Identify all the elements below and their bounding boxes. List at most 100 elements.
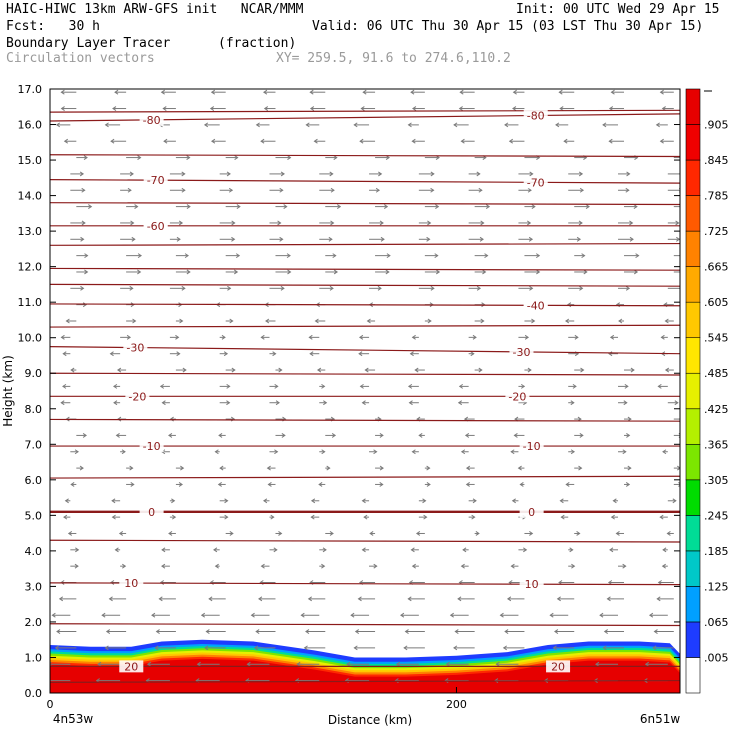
contour-label: 20 [551, 660, 565, 673]
vector-head [536, 269, 541, 275]
vector-head [82, 432, 87, 438]
y-tick-label: 8.0 [25, 403, 43, 416]
contour-line [50, 154, 680, 158]
vector-head [412, 106, 417, 111]
contour-line [50, 539, 680, 543]
vector-head [576, 531, 581, 536]
contour-label: -30 [512, 346, 530, 359]
contour-label-bg [505, 390, 530, 403]
vector-head [60, 400, 65, 406]
vector-head [309, 89, 314, 95]
contour-label-bg [519, 440, 544, 453]
colorbar-label: .305 [704, 474, 729, 487]
vector-head [63, 138, 69, 144]
vector-head [411, 138, 416, 144]
vector-head [109, 351, 114, 357]
vector-head [134, 204, 139, 210]
vector-head [208, 596, 213, 602]
vector-head [623, 400, 628, 406]
vector-head [407, 122, 412, 128]
vector-head [316, 367, 322, 373]
vector-head [161, 563, 166, 569]
vector-head [362, 89, 367, 95]
y-tick-label: 13.0 [18, 225, 43, 238]
vector-head [560, 514, 565, 520]
vector-head [353, 645, 358, 651]
vector-head [129, 465, 134, 471]
x-axis: 0 200 4n53w 6n51w [47, 687, 680, 726]
vector-head [664, 318, 669, 324]
contour-line [50, 242, 680, 246]
vector-head [265, 318, 270, 324]
contour-label: 10 [525, 578, 539, 591]
vector-head [272, 351, 277, 357]
colorbar-swatch [685, 550, 701, 587]
vector-head [444, 678, 449, 683]
vector-head [574, 334, 579, 340]
y-tick-label: 15.0 [18, 154, 43, 167]
vector-head [235, 253, 241, 259]
vector-head [229, 531, 234, 536]
vector-head [674, 400, 679, 406]
vector-head [313, 138, 318, 144]
vector-head [321, 449, 326, 455]
colorbar-swatch [685, 266, 701, 303]
colorbar-label: .425 [704, 403, 729, 416]
vector-head [572, 383, 577, 389]
y-tick-label: 2.0 [25, 616, 43, 629]
vector-head [430, 187, 435, 193]
vector-head [286, 253, 291, 259]
vector-head [618, 318, 623, 324]
vector-head [58, 596, 64, 602]
vector-head [224, 498, 229, 504]
vector-head [512, 106, 517, 111]
colorbar-swatch [685, 443, 701, 481]
y-tick-label: 11.0 [18, 296, 43, 309]
vector-head [287, 155, 292, 160]
vector-head [74, 449, 79, 455]
vector-head [118, 531, 124, 536]
forecast-hour: Fcst: 30 h [6, 19, 100, 34]
vector-head [559, 498, 564, 504]
y-tick-label: 0.0 [25, 687, 43, 700]
contour-line [50, 267, 680, 271]
vector-head [263, 498, 268, 504]
vector-head [625, 285, 631, 291]
vector-head [625, 482, 631, 487]
vector-head [54, 645, 59, 651]
vector-head [472, 498, 477, 504]
vector-head [274, 449, 279, 455]
vector-head [74, 563, 79, 569]
vector-head [379, 220, 384, 226]
vector-head [137, 253, 142, 259]
vector-head [129, 171, 134, 177]
vector-head [181, 171, 186, 177]
vector-head [137, 155, 142, 160]
colorbar-swatch [685, 621, 701, 658]
vector-head [329, 285, 334, 291]
y-tick-label: 17.0 [18, 83, 43, 96]
vector-head [321, 563, 326, 569]
vector-head [255, 122, 260, 128]
vector-head [359, 138, 364, 144]
vector-head [273, 547, 278, 553]
vector-head [662, 449, 667, 455]
colorbar-swatch [685, 124, 701, 161]
vector-head [471, 514, 476, 520]
vector-head [454, 629, 459, 634]
vector-head [502, 645, 508, 651]
colorbar-label: .905 [704, 119, 729, 132]
vector-head [158, 596, 163, 602]
vector-head [226, 400, 231, 406]
vector-head [476, 285, 482, 291]
vector-head [378, 171, 383, 177]
vector-head [178, 482, 183, 487]
contour-label-bg [546, 660, 571, 673]
vector-head [480, 318, 485, 324]
vector-head [328, 236, 333, 242]
colorbar-label: .725 [704, 225, 729, 238]
contour-label: -20 [128, 390, 146, 403]
vector-head [475, 531, 480, 536]
vector-head [403, 645, 408, 651]
